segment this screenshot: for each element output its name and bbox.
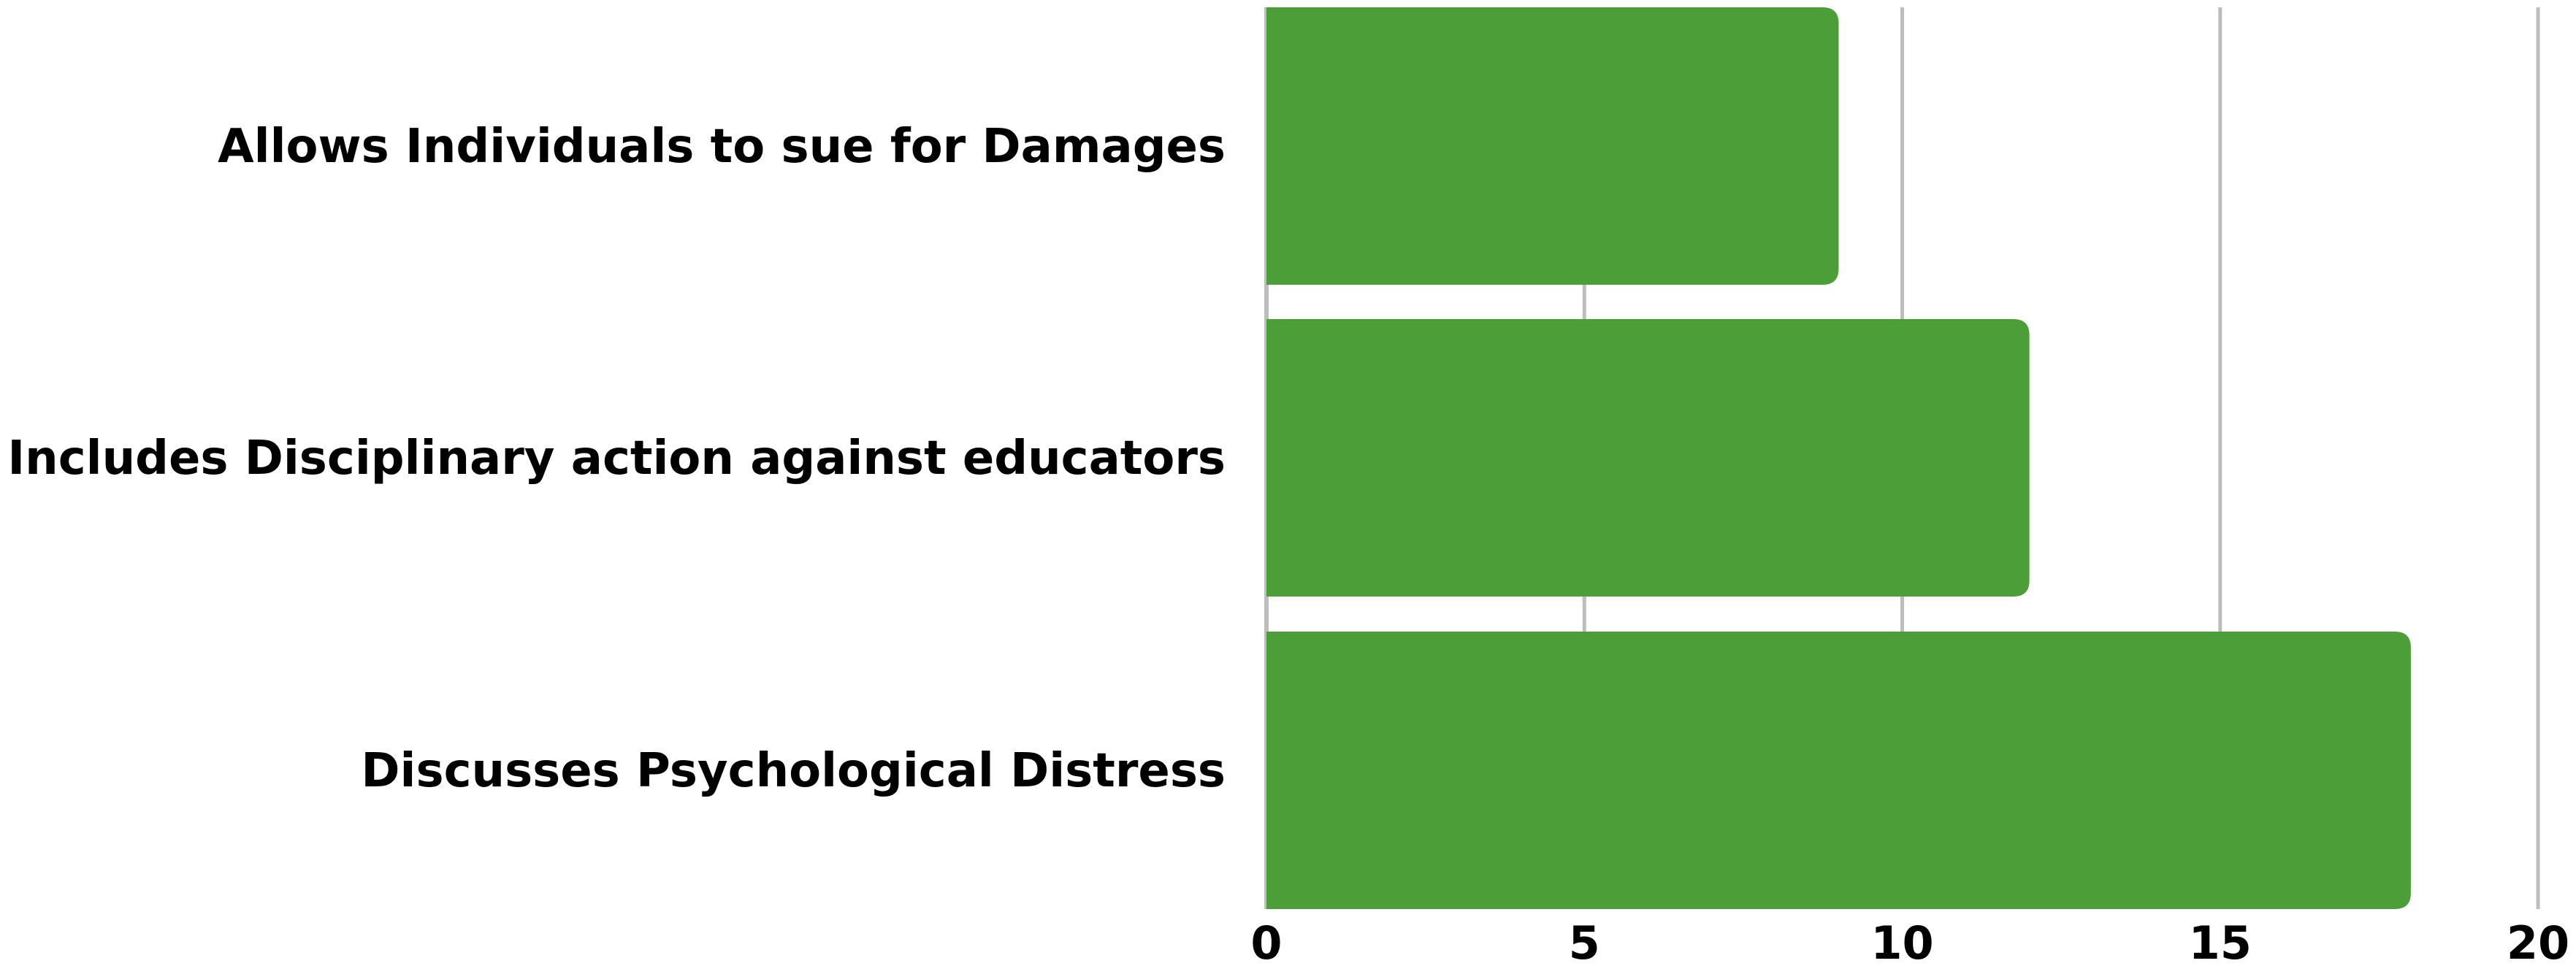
category-label: Allows Individuals to sue for Damages [218, 120, 1226, 174]
category-label: Discusses Psychological Distress [361, 744, 1226, 798]
category-label: Includes Disciplinary action against edu… [7, 432, 1226, 486]
x-tick-label: 10 [1870, 916, 1933, 966]
x-tick-label: 0 [1250, 916, 1282, 966]
x-tick-label: 20 [2507, 916, 2569, 966]
x-axis-ticks: 0 5 10 15 20 [1250, 916, 2569, 966]
category-labels: Allows Individuals to sue for Damages In… [7, 120, 1226, 798]
bar [1266, 319, 2030, 597]
bars [1266, 7, 2411, 909]
bar [1266, 632, 2411, 909]
bar [1266, 7, 1839, 285]
x-tick-label: 15 [2189, 916, 2252, 966]
x-tick-label: 5 [1569, 916, 1600, 966]
